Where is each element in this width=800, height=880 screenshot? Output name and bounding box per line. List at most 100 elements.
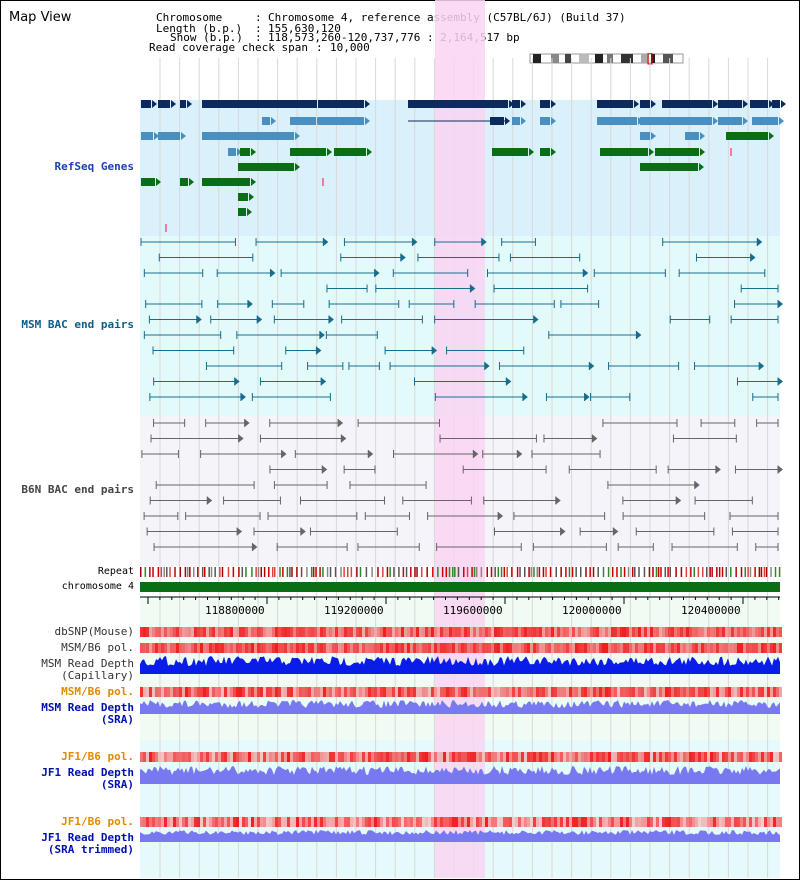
- jf1-depth-sra-area: [140, 766, 780, 784]
- repeat-element: [340, 567, 342, 577]
- msm-pol-cell: [725, 643, 728, 653]
- jf1-pol-cell: [674, 752, 677, 762]
- msm-pol-sra-cell: [641, 687, 644, 697]
- msm-pol-cell: [254, 643, 257, 653]
- dbsnp-cell: [143, 627, 146, 637]
- jf1-pol-trim-cell: [317, 817, 320, 827]
- jf1-pol-cell: [512, 752, 515, 762]
- dbsnp-cell: [311, 627, 314, 637]
- msm-pol-sra-cell: [185, 687, 188, 697]
- msm-bac-pair-arrow: [432, 346, 438, 355]
- jf1-pol-cell: [176, 752, 179, 762]
- track-label-msm-b6-pol-1[interactable]: MSM/B6 pol.: [61, 641, 134, 654]
- repeat-element: [660, 567, 662, 577]
- repeat-element: [365, 567, 368, 577]
- repeat-element: [410, 567, 412, 577]
- repeat-track[interactable]: [140, 567, 781, 577]
- msm-pol-sra-cell: [476, 687, 479, 697]
- track-label-repeat[interactable]: Repeat: [97, 566, 134, 577]
- jf1-pol-cell: [704, 752, 707, 762]
- gene-strand-arrow: [521, 100, 526, 108]
- track-label-msm-depth-capillary[interactable]: MSM Read Depth: [41, 657, 134, 670]
- track-label-b6n-bac[interactable]: B6N BAC end pairs: [21, 483, 134, 496]
- track-label-msm-bac[interactable]: MSM BAC end pairs: [21, 318, 134, 331]
- dbsnp-cell: [563, 627, 566, 637]
- msm-pol-sra-cell: [449, 687, 452, 697]
- msm-pol-cell: [206, 643, 209, 653]
- msm-pol-sra-cell: [344, 687, 347, 697]
- repeat-element: [326, 567, 329, 577]
- gene-feature: [238, 163, 294, 171]
- track-label-msm-depth-sra[interactable]: MSM Read Depth: [41, 701, 134, 714]
- chromosome-key: Chromosome: [156, 11, 223, 24]
- repeat-element: [343, 567, 345, 577]
- gene-strand-arrow: [634, 100, 639, 108]
- jf1-pol-cell: [272, 752, 275, 762]
- msm-bac-pair-arrow: [757, 238, 763, 246]
- dbsnp-cell: [596, 627, 599, 637]
- page-title: Map View: [9, 10, 72, 25]
- chromosome-ideogram[interactable]: [529, 53, 685, 65]
- repeat-element: [555, 567, 557, 577]
- msm-pol-cell: [683, 643, 686, 653]
- msm-pol-sra-cell: [593, 687, 596, 697]
- msm-pol-cell: [761, 643, 764, 653]
- jf1-pol-trim-cell: [254, 817, 257, 827]
- track-label-jf1-depth-sra[interactable]: JF1 Read Depth: [41, 766, 134, 779]
- b6n-bac-pair-features[interactable]: [141, 419, 783, 551]
- b6n-bac-pair-arrow: [238, 434, 244, 443]
- msm-pol-cell: [389, 643, 392, 653]
- axis-tick-label-4: 120000000: [562, 604, 622, 617]
- msm-pol-sra-cell: [224, 687, 227, 697]
- chromosome-bar[interactable]: [140, 582, 780, 592]
- jf1-pol-cell: [179, 752, 182, 762]
- dbsnp-cell: [536, 627, 539, 637]
- jf1-pol-cell: [548, 752, 551, 762]
- track-label-jf1-b6-pol-1[interactable]: JF1/B6 pol.: [61, 750, 134, 763]
- jf1-pol-trim-cell: [431, 817, 434, 827]
- jf1-pol-cell: [542, 752, 545, 762]
- repeat-element: [315, 567, 317, 577]
- jf1-pol-cell: [440, 752, 443, 762]
- jf1-pol-cell: [578, 752, 581, 762]
- msm-pol-cell: [341, 643, 344, 653]
- msm-pol-cell: [350, 643, 353, 653]
- dbsnp-cell: [755, 627, 758, 637]
- gene-feature: [492, 148, 528, 156]
- dbsnp-cell: [410, 627, 413, 637]
- jf1-pol-cell: [155, 752, 158, 762]
- jf1-pol-trim-cell: [692, 817, 695, 827]
- jf1-pol-cell: [413, 752, 416, 762]
- jf1-pol-cell: [551, 752, 554, 762]
- density-tracks[interactable]: [140, 627, 782, 842]
- msm-pol-cell: [332, 643, 335, 653]
- msm-bac-pair-features[interactable]: [140, 238, 783, 401]
- jf1-pol-cell: [617, 752, 620, 762]
- jf1-pol-trim-cell: [302, 817, 305, 827]
- repeat-element: [448, 567, 451, 577]
- msm-pol-cell: [575, 643, 578, 653]
- jf1-pol-cell: [626, 752, 629, 762]
- msm-pol-cell: [170, 643, 173, 653]
- jf1-pol-trim-cell: [737, 817, 740, 827]
- track-label-jf1-b6-pol-2[interactable]: JF1/B6 pol.: [61, 815, 134, 828]
- b6n-bac-pair-arrow: [560, 527, 566, 536]
- jf1-pol-cell: [446, 752, 449, 762]
- track-label-dbsnp[interactable]: dbSNP(Mouse): [54, 625, 134, 638]
- repeat-element: [542, 567, 545, 577]
- track-label-refseq[interactable]: RefSeq Genes: [54, 160, 134, 173]
- msm-pol-sra-cell: [467, 687, 470, 697]
- jf1-pol-trim-cell: [182, 817, 185, 827]
- jf1-pol-trim-cell: [473, 817, 476, 827]
- track-label-jf1-depth-trimmed[interactable]: JF1 Read Depth: [41, 831, 134, 844]
- track-label-msm-b6-pol-2[interactable]: MSM/B6 pol.: [61, 685, 134, 698]
- msm-pol-sra-cell: [599, 687, 602, 697]
- refseq-gene-features[interactable]: [141, 100, 786, 232]
- repeat-element: [697, 567, 700, 577]
- msm-pol-cell: [662, 643, 665, 653]
- msm-pol-sra-cell: [362, 687, 365, 697]
- b6n-bac-pair-arrow: [613, 527, 619, 536]
- dbsnp-cell: [269, 627, 272, 637]
- jf1-pol-cell: [368, 752, 371, 762]
